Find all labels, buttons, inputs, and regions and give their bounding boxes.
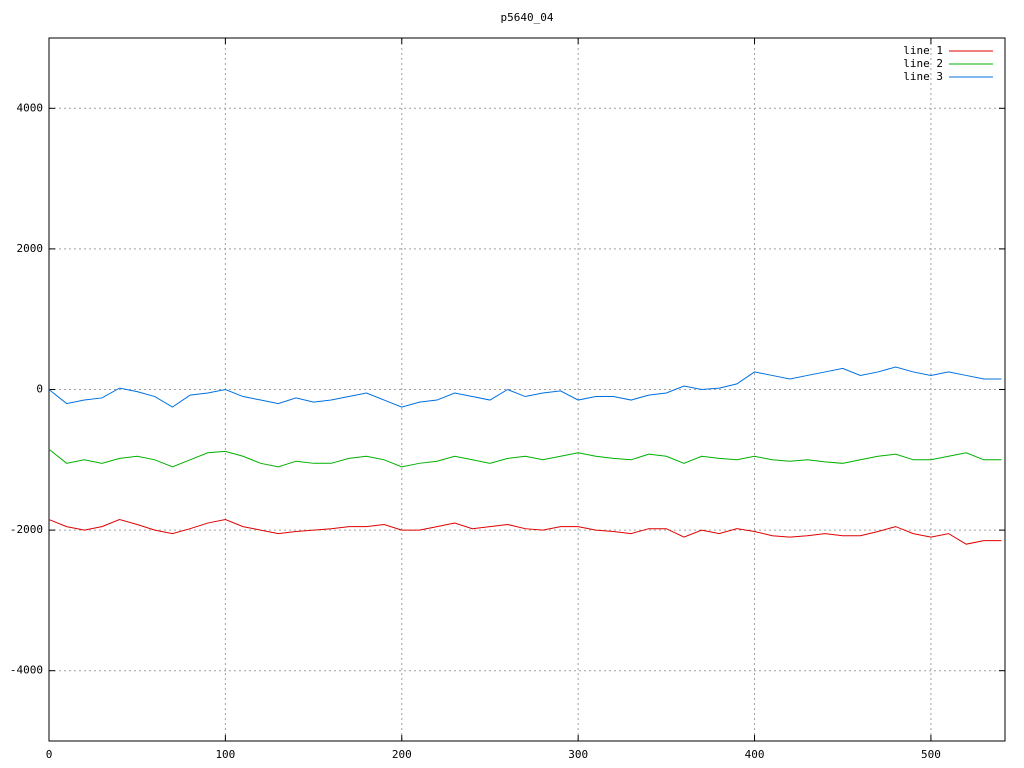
y-tick-label: 4000 [17,101,44,114]
legend-label: line 2 [903,57,943,70]
data-line [48,448,1002,468]
x-tick-label: 400 [745,748,765,761]
x-tick-label: 200 [392,748,412,761]
y-tick-label: 2000 [17,242,44,255]
y-tick-label: -4000 [10,664,43,677]
y-tick-label: 0 [36,383,43,396]
x-tick-label: 500 [921,748,941,761]
x-tick-label: 0 [46,748,53,761]
y-tick-label: -2000 [10,523,43,536]
chart-title: p5640_04 [501,11,554,24]
data-line [48,519,1002,545]
data-line [48,366,1002,408]
legend-label: line 3 [903,70,943,83]
legend-label: line 1 [903,44,943,57]
x-tick-label: 100 [215,748,235,761]
x-tick-label: 300 [568,748,588,761]
